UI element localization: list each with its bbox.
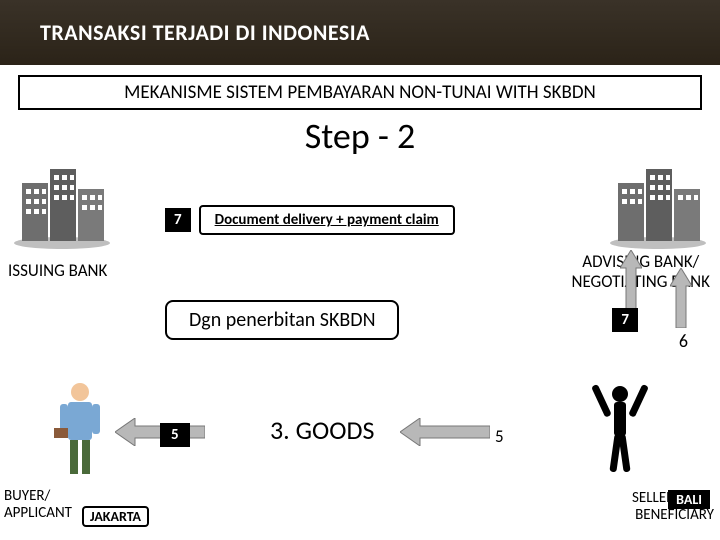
- up-arrow-7-icon: [620, 250, 642, 310]
- step-7-badge: 7: [165, 208, 191, 232]
- location-jakarta: JAKARTA: [82, 506, 149, 527]
- badge-5-right: 5: [495, 426, 504, 447]
- buyer-line2: APPLICANT: [4, 504, 72, 522]
- badge-5-left: 5: [160, 423, 190, 447]
- step-7-row: 7 Document delivery + payment claim: [165, 205, 455, 235]
- header-title: TRANSAKSI TERJADI DI INDONESIA: [40, 19, 370, 46]
- arrow-left-5b-icon: [400, 418, 490, 446]
- step-7-label: Document delivery + payment claim: [199, 205, 455, 235]
- building-left-icon: [12, 165, 112, 250]
- issuing-bank-label: ISSUING BANK: [8, 260, 107, 281]
- location-bali: BALI: [668, 490, 710, 509]
- buyer-label: BUYER/ APPLICANT: [4, 488, 72, 523]
- step-title: Step - 2: [0, 114, 720, 158]
- badge-6: 6: [679, 330, 688, 352]
- building-right-icon: [608, 165, 708, 250]
- skbdn-box: Dgn penerbitan SKBDN: [165, 300, 399, 340]
- goods-label: 3. GOODS: [270, 414, 374, 446]
- header-strip: TRANSAKSI TERJADI DI INDONESIA: [0, 0, 720, 65]
- sub-banner: MEKANISME SISTEM PEMBAYARAN NON-TUNAI WI…: [18, 75, 702, 110]
- buyer-line1: BUYER/: [4, 487, 50, 505]
- seller-figure-icon: [590, 380, 650, 480]
- badge-7-right: 7: [612, 308, 638, 332]
- buyer-figure-icon: [50, 380, 110, 480]
- up-arrow-6-icon: [670, 268, 692, 328]
